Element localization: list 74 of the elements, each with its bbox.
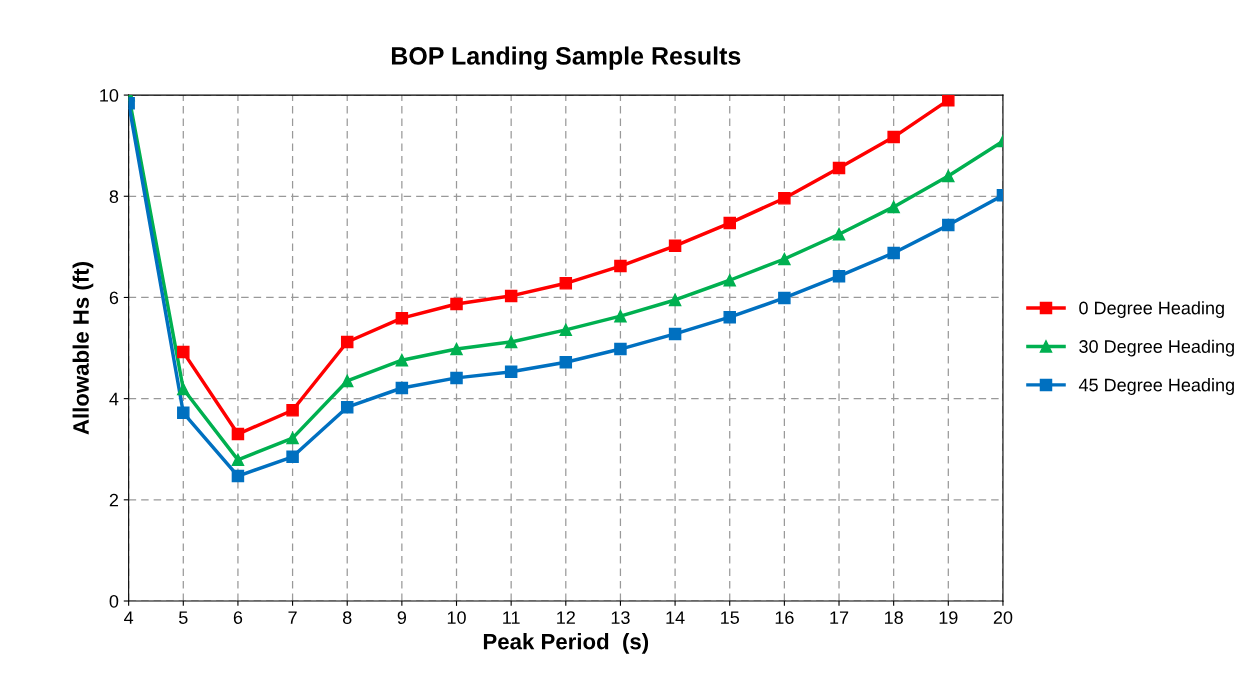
point [450,371,463,385]
point [450,342,463,356]
point [668,327,682,341]
point [231,427,245,441]
point [504,289,518,303]
point [723,273,736,287]
point [286,404,299,417]
point [450,297,463,311]
point [177,382,190,396]
point [395,311,409,325]
point [340,335,354,349]
x-tick-label: 20 [993,611,1013,624]
point [504,365,518,379]
legend-label: 30 Degree Heading [1079,339,1234,357]
x-tick-label: 17 [830,611,849,624]
point [887,246,900,260]
y-tick-label: 2 [109,493,119,507]
point [778,192,791,205]
point [887,130,900,144]
y-axis-title: Allowable Hs (ft) [72,262,94,435]
y-tick-label: 10 [100,89,119,102]
point [504,335,518,349]
point [340,374,354,388]
point [614,259,627,273]
y-tick-label: 6 [109,291,119,305]
point [395,353,409,367]
x-tick-label: 8 [342,611,352,624]
x-tick-label: 19 [939,611,958,624]
x-tick-label: 4 [124,611,134,624]
point [559,277,573,290]
point [614,342,627,356]
x-tick-label: 5 [178,611,188,624]
point [832,269,846,283]
point [177,345,190,359]
y-tick-label: 4 [109,392,119,406]
x-tick-label: 15 [721,611,740,624]
x-tick-label: 6 [233,611,243,624]
point [286,431,299,445]
chart-title: BOP Landing Sample Results [391,46,741,70]
point [778,252,791,266]
legend-label: 0 Degree Heading [1079,301,1224,318]
point [231,453,245,467]
point [723,310,736,324]
point [668,293,682,307]
point [231,469,245,483]
point [942,169,955,183]
point [340,400,354,414]
point [614,309,627,323]
x-tick-label: 10 [447,611,466,624]
point [942,95,955,107]
x-tick-label: 7 [288,611,297,624]
point [286,450,299,464]
point [942,218,955,232]
x-tick-label: 16 [775,611,794,624]
x-tick-label: 12 [557,611,575,624]
x-axis-title: Peak Period (s) [483,633,649,654]
y-tick-label: 0 [109,594,119,608]
point [559,355,573,369]
x-tick-label: 18 [885,611,903,624]
y-tick-label: 8 [109,190,119,203]
point [832,161,846,175]
point [177,406,190,420]
point [778,291,791,305]
legend-label: 45 Degree Heading [1078,378,1234,395]
point [559,323,573,337]
point [887,200,900,214]
point [395,381,409,395]
x-tick-label: 11 [503,611,520,624]
point [832,227,846,241]
x-tick-label: 9 [397,611,407,624]
x-tick-label: 14 [666,611,685,624]
point [723,216,736,230]
x-tick-label: 13 [611,611,630,624]
point [668,239,682,253]
